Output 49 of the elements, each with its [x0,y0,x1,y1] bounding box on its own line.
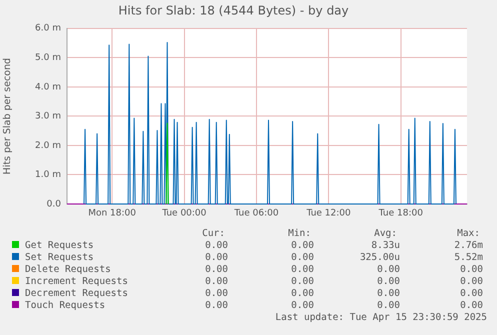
legend-label: Set Requests [24,252,94,264]
y-tick-label: 5.0 m [35,53,61,64]
text: 0.00 [205,252,228,264]
legend-label: Decrement Requests [24,288,128,300]
text: 0.00 [291,252,314,264]
y-tick-label: 3.0 m [35,112,61,122]
text: 0.00 [460,288,483,300]
text: 0.00 [205,288,228,300]
x-tick-label: Tue 06:00 [233,208,279,219]
text: 325.00u [360,252,400,264]
text: Avg: [374,228,397,240]
text: 0.00 [460,300,483,312]
y-tick-label: 2.0 m [35,140,61,151]
y-tick-label: 6.0 m [35,24,61,34]
y-tick-label: 0.0 [46,199,62,210]
text: 0.00 [460,276,483,288]
text: 0.00 [291,276,314,288]
x-tick-label: Tue 18:00 [378,208,424,219]
text: 0.00 [377,300,400,312]
text: 0.00 [377,264,400,276]
text: 0.00 [205,300,228,312]
chart-title: Hits for Slab: 18 (4544 Bytes) - by day [118,3,349,18]
text: 0.00 [291,264,314,276]
x-tick-label: Mon 18:00 [88,208,136,219]
text: 0.00 [205,240,228,252]
legend-label: Touch Requests [24,300,106,312]
x-tick-label: Tue 00:00 [161,208,207,219]
text: 0.00 [205,264,228,276]
text: 8.33u [371,240,400,252]
text: Cur: [202,228,225,240]
text: 0.00 [377,276,400,288]
text: 0.00 [291,240,314,252]
x-tick-label: Tue 12:00 [306,208,352,219]
text: 0.00 [460,264,483,276]
text: 2.76m [454,240,483,252]
text: 0.00 [205,276,228,288]
y-tick-label: 1.0 m [35,170,61,180]
text: Max: [457,228,480,240]
text: 0.00 [377,288,400,300]
text: Last update: Tue Apr 15 23:30:59 2025 [275,312,487,324]
text: Min: [288,228,311,240]
legend-label: Delete Requests [24,264,111,276]
legend-label: Increment Requests [24,276,128,288]
text: 0.00 [291,300,314,312]
text: 5.52m [454,252,483,264]
legend-label: Get Requests [24,240,94,252]
y-tick-label: 4.0 m [35,82,61,92]
text: 0.00 [291,288,314,300]
y-axis-title: Hits per Slab per second [2,58,14,174]
